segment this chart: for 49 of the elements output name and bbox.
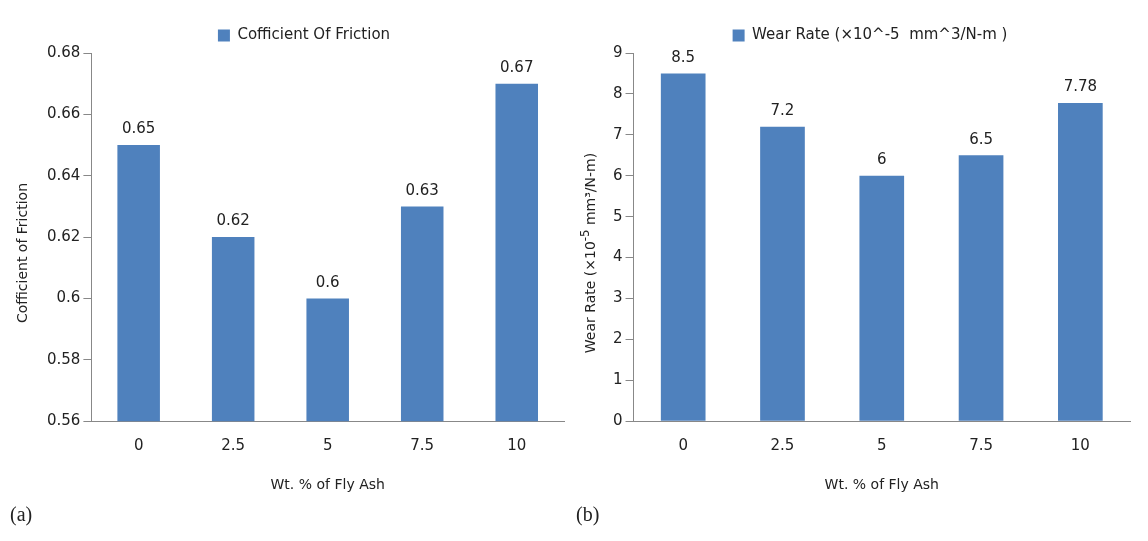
y-tick-label: 0.58 bbox=[46, 349, 81, 368]
x-tick-label: 2.5 bbox=[221, 436, 246, 455]
x-tick-label: 5 bbox=[877, 436, 887, 455]
y-axis-title: Cofficient of Friction bbox=[14, 182, 30, 324]
data-label: 0.62 bbox=[216, 211, 250, 230]
x-tick-label: 7.5 bbox=[969, 436, 993, 455]
data-label: 6.5 bbox=[969, 129, 993, 148]
data-label: 8.5 bbox=[671, 47, 696, 66]
text: (a) bbox=[10, 503, 33, 526]
y-tick-label: 5 bbox=[613, 206, 623, 225]
x-tick-label: 5 bbox=[322, 436, 333, 455]
y-tick-label: 0.66 bbox=[46, 104, 81, 123]
x-tick-label: 2.5 bbox=[770, 436, 795, 455]
data-label: 0.67 bbox=[500, 58, 534, 77]
data-label: 0.65 bbox=[121, 119, 156, 138]
x-axis-title: Wt. % of Fly Ash bbox=[270, 476, 385, 493]
x-tick-label: 7.5 bbox=[410, 436, 435, 455]
data-label: 7.78 bbox=[1063, 77, 1098, 96]
data-label: 0.63 bbox=[405, 180, 439, 199]
y-tick-label: 9 bbox=[613, 42, 623, 61]
y-tick-label: 6 bbox=[613, 165, 623, 184]
y-tick-label: 0.6 bbox=[56, 288, 81, 307]
bar bbox=[1058, 102, 1103, 421]
y-tick-label: 0.56 bbox=[46, 411, 81, 430]
y-tick-label: 0.62 bbox=[46, 226, 81, 245]
y-tick-label: 1 bbox=[613, 370, 623, 389]
data-label: 7.2 bbox=[770, 101, 795, 120]
y-tick-label: 0.64 bbox=[46, 165, 81, 184]
bar bbox=[859, 175, 905, 421]
x-tick-label: 10 bbox=[507, 436, 527, 455]
legend-label: Cofficient Of Friction bbox=[237, 25, 391, 44]
y-tick-label: 0 bbox=[613, 411, 623, 430]
x-tick-label: 0 bbox=[133, 436, 144, 455]
bar bbox=[958, 155, 1004, 421]
y-tick-label: 4 bbox=[613, 247, 623, 266]
x-tick-label: 0 bbox=[678, 436, 688, 455]
data-label: 0.6 bbox=[315, 272, 340, 291]
data-label: 6 bbox=[877, 150, 887, 169]
x-axis-title: Wt. % of Fly Ash bbox=[824, 476, 939, 493]
y-tick-label: 8 bbox=[613, 83, 623, 102]
bar bbox=[760, 126, 805, 421]
y-tick-label: 3 bbox=[613, 288, 623, 307]
y-tick-label: 2 bbox=[613, 329, 623, 348]
y-tick-label: 0.68 bbox=[46, 42, 81, 61]
text: (b) bbox=[576, 503, 600, 526]
x-tick-label: 10 bbox=[1070, 436, 1090, 455]
y-tick-label: 7 bbox=[613, 124, 623, 143]
bar bbox=[660, 73, 706, 421]
legend-label: Wear Rate (×10^-5 mm^3/N-m ) bbox=[752, 25, 1008, 44]
